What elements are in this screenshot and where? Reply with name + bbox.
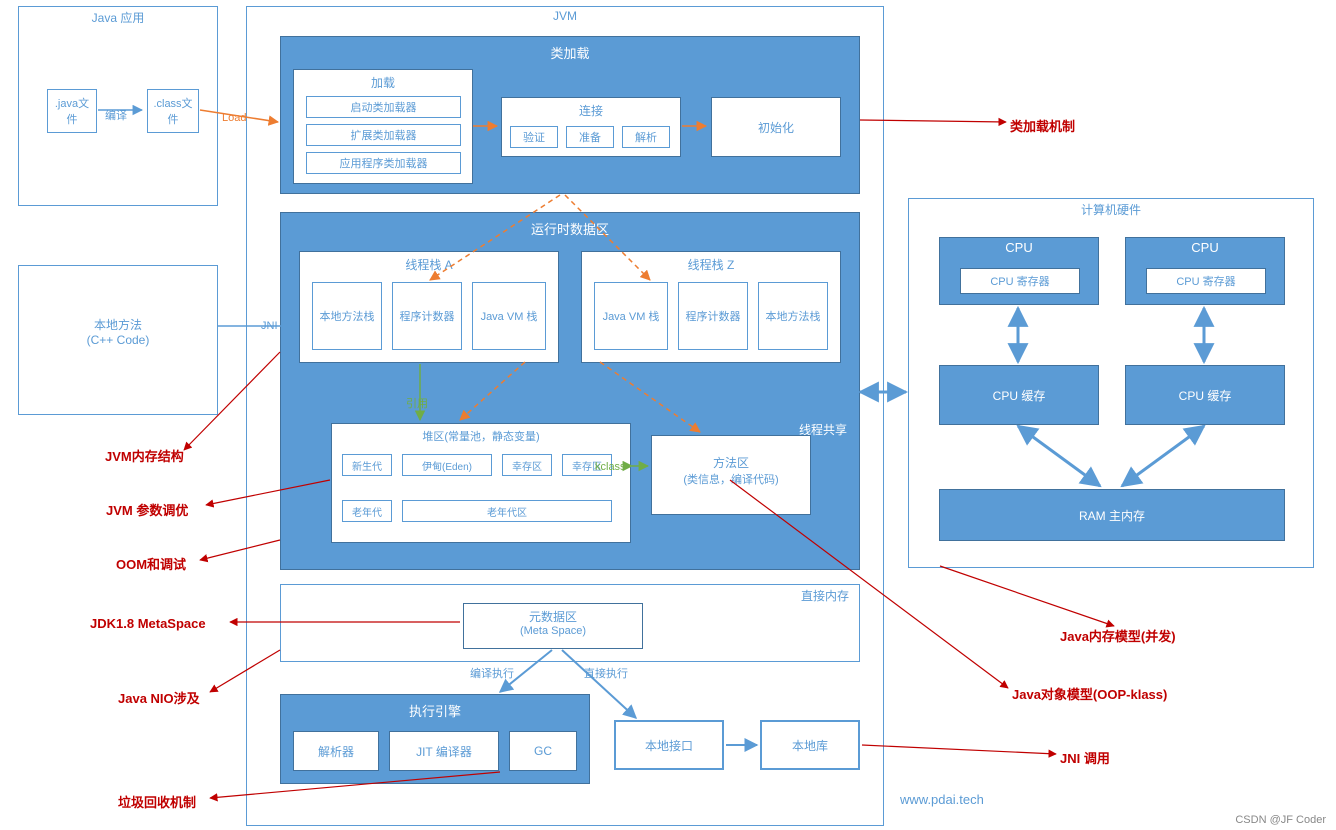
runtime-box: 运行时数据区 线程栈 A 本地方法栈 程序计数器 Java VM 栈 线程栈 Z… bbox=[280, 212, 860, 570]
thread-z-title: 线程栈 Z bbox=[582, 252, 840, 277]
cpu1-reg: CPU 寄存器 bbox=[960, 268, 1080, 294]
oldarea: 老年代区 bbox=[402, 500, 612, 522]
ann-jni: JNI 调用 bbox=[1060, 748, 1110, 767]
ann-meta: JDK1.8 MetaSpace bbox=[90, 616, 206, 631]
java-app-title: Java 应用 bbox=[19, 5, 217, 30]
pc-z: 程序计数器 bbox=[678, 282, 748, 350]
bootstrap-loader: 启动类加载器 bbox=[306, 96, 461, 118]
link-box: 连接 验证 准备 解析 bbox=[501, 97, 681, 157]
diagram-canvas: Java 应用 .java文件 编译 .class文件 本地方法 (C++ Co… bbox=[0, 0, 1336, 830]
vmstack-z: Java VM 栈 bbox=[594, 282, 668, 350]
link-title: 连接 bbox=[502, 98, 680, 123]
native-if: 本地接口 bbox=[614, 720, 724, 770]
native-lib: 本地库 bbox=[760, 720, 860, 770]
resolve: 解析 bbox=[622, 126, 670, 148]
native-stack-z: 本地方法栈 bbox=[758, 282, 828, 350]
runtime-title: 运行时数据区 bbox=[281, 213, 859, 244]
surv1: 幸存区 bbox=[502, 454, 552, 476]
thread-a: 线程栈 A 本地方法栈 程序计数器 Java VM 栈 bbox=[299, 251, 559, 363]
vmstack-a: Java VM 栈 bbox=[472, 282, 546, 350]
load-title: 加载 bbox=[294, 70, 472, 95]
local-method-title: 本地方法 bbox=[19, 316, 217, 333]
thread-z: 线程栈 Z Java VM 栈 程序计数器 本地方法栈 bbox=[581, 251, 841, 363]
jvm-title: JVM bbox=[247, 5, 883, 27]
heap-box: 堆区(常量池，静态变量) 新生代 伊甸(Eden) 幸存区 幸存区 老年代 老年… bbox=[331, 423, 631, 543]
meta-box: 元数据区 (Meta Space) bbox=[463, 603, 643, 649]
cpu2-title: CPU bbox=[1126, 238, 1284, 257]
heap-title: 堆区(常量池，静态变量) bbox=[332, 424, 630, 448]
classload-title: 类加载 bbox=[281, 37, 859, 68]
prepare: 准备 bbox=[566, 126, 614, 148]
meta-title: 元数据区 bbox=[464, 608, 642, 625]
ann-jvmmem: JVM内存结构 bbox=[105, 446, 184, 465]
cpu1: CPU CPU 寄存器 bbox=[939, 237, 1099, 305]
app-loader: 应用程序类加载器 bbox=[306, 152, 461, 174]
ann-classload: 类加载机制 bbox=[1010, 116, 1075, 135]
ram: RAM 主内存 bbox=[939, 489, 1285, 541]
method-area-title: 方法区 bbox=[652, 454, 810, 471]
thread-a-title: 线程栈 A bbox=[300, 252, 558, 277]
direct-mem-title: 直接内存 bbox=[801, 587, 849, 604]
ext-loader: 扩展类加载器 bbox=[306, 124, 461, 146]
java-file: .java文件 bbox=[47, 89, 97, 133]
klass-label: kclass bbox=[595, 461, 626, 473]
load-box: 加载 启动类加载器 扩展类加载器 应用程序类加载器 bbox=[293, 69, 473, 184]
native-stack-a: 本地方法栈 bbox=[312, 282, 382, 350]
exec-box: 执行引擎 解析器 JIT 编译器 GC bbox=[280, 694, 590, 784]
classload-box: 类加载 加载 启动类加载器 扩展类加载器 应用程序类加载器 连接 验证 准备 解… bbox=[280, 36, 860, 194]
class-file: .class文件 bbox=[147, 89, 199, 133]
cache1: CPU 缓存 bbox=[939, 365, 1099, 425]
watermark: CSDN @JF Coder bbox=[1235, 814, 1326, 826]
gc: GC bbox=[509, 731, 577, 771]
ref-label: 引用 bbox=[406, 395, 428, 411]
method-area-sub: (类信息，编译代码) bbox=[652, 471, 810, 487]
cpu1-title: CPU bbox=[940, 238, 1098, 257]
pc-a: 程序计数器 bbox=[392, 282, 462, 350]
jni-label: JNI bbox=[261, 320, 278, 332]
meta-sub: (Meta Space) bbox=[464, 625, 642, 637]
newgen: 新生代 bbox=[342, 454, 392, 476]
pdai-link: www.pdai.tech bbox=[900, 792, 984, 807]
local-method-sub: (C++ Code) bbox=[19, 333, 217, 347]
direct-exec: 直接执行 bbox=[584, 665, 628, 681]
compile-label: 编译 bbox=[105, 107, 127, 123]
method-area: 方法区 (类信息，编译代码) bbox=[651, 435, 811, 515]
eden: 伊甸(Eden) bbox=[402, 454, 492, 476]
ann-memmodel: Java内存模型(并发) bbox=[1060, 626, 1176, 645]
interpreter: 解析器 bbox=[293, 731, 379, 771]
ann-oop: Java对象模型(OOP-klass) bbox=[1012, 684, 1167, 703]
hw-title: 计算机硬件 bbox=[909, 197, 1313, 222]
ann-gc: 垃圾回收机制 bbox=[118, 792, 196, 811]
ann-oom: OOM和调试 bbox=[116, 554, 186, 573]
compile-exec: 编译执行 bbox=[470, 665, 514, 681]
cpu2-reg: CPU 寄存器 bbox=[1146, 268, 1266, 294]
oldgen: 老年代 bbox=[342, 500, 392, 522]
local-method-box: 本地方法 (C++ Code) bbox=[18, 265, 218, 415]
ann-nio: Java NIO涉及 bbox=[118, 688, 200, 707]
ann-params: JVM 参数调优 bbox=[106, 500, 188, 519]
exec-title: 执行引擎 bbox=[281, 695, 589, 726]
cache2: CPU 缓存 bbox=[1125, 365, 1285, 425]
jit: JIT 编译器 bbox=[389, 731, 499, 771]
load-label: Load bbox=[222, 112, 246, 124]
direct-mem-box: 直接内存 元数据区 (Meta Space) bbox=[280, 584, 860, 662]
verify: 验证 bbox=[510, 126, 558, 148]
cpu2: CPU CPU 寄存器 bbox=[1125, 237, 1285, 305]
init-box: 初始化 bbox=[711, 97, 841, 157]
hw-box: 计算机硬件 CPU CPU 寄存器 CPU CPU 寄存器 CPU 缓存 CPU… bbox=[908, 198, 1314, 568]
java-app-box: Java 应用 .java文件 编译 .class文件 bbox=[18, 6, 218, 206]
